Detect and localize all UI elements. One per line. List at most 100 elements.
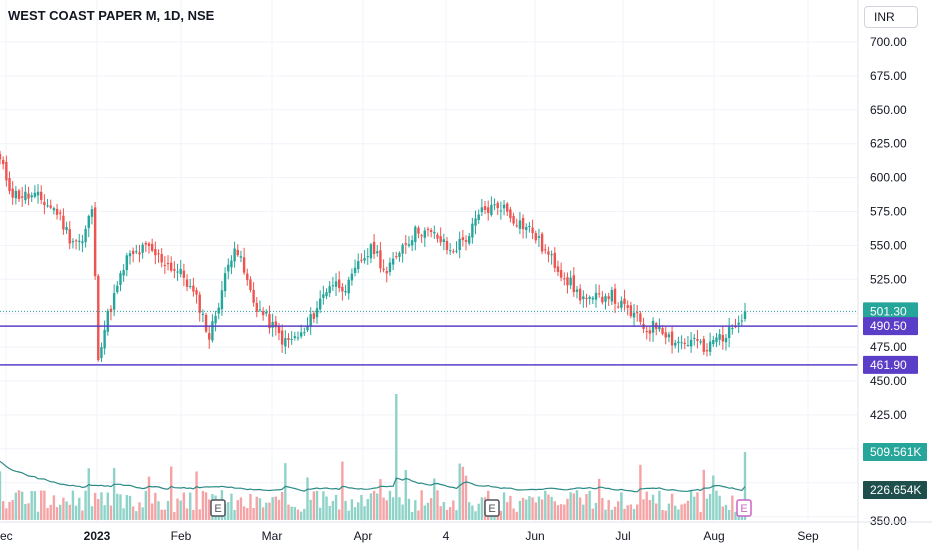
earnings-event-marker[interactable]: E <box>736 499 752 517</box>
candle-body <box>138 252 141 255</box>
candle-body <box>591 297 595 300</box>
candle-body <box>277 326 281 334</box>
candle-body <box>712 340 715 345</box>
candle <box>90 205 94 225</box>
volume-bar <box>284 463 287 520</box>
candle <box>423 227 427 247</box>
candle-body <box>499 210 503 212</box>
candle-body <box>645 331 648 333</box>
candle <box>360 253 363 264</box>
volume-ma-line <box>0 460 746 493</box>
candle-body <box>487 207 490 214</box>
candle <box>284 330 287 355</box>
earnings-event-marker[interactable]: E <box>484 499 500 517</box>
candle <box>100 342 103 363</box>
candle-body <box>112 293 116 310</box>
candle <box>626 300 629 316</box>
volume-bar <box>521 497 525 520</box>
candle <box>493 198 496 211</box>
candle-body <box>331 285 335 287</box>
candle-body <box>347 279 350 294</box>
candle <box>17 188 21 202</box>
price-tick-label: 525.00 <box>870 272 907 286</box>
candle <box>429 227 433 238</box>
candle-body <box>169 262 173 271</box>
candle <box>677 336 680 353</box>
candle <box>81 234 84 253</box>
candle <box>506 202 509 216</box>
candle <box>8 171 11 195</box>
candle <box>290 331 293 345</box>
candle <box>334 273 338 297</box>
candle-body <box>312 313 316 319</box>
volume-bar <box>78 497 81 520</box>
volume-bar <box>572 493 576 520</box>
candle <box>540 232 544 255</box>
volume-bar <box>204 492 208 520</box>
volume-bar <box>376 493 379 520</box>
candle <box>664 327 667 345</box>
currency-button[interactable]: INR <box>864 6 918 28</box>
candle-body <box>268 314 271 329</box>
candle <box>166 255 170 271</box>
candle-body <box>357 261 360 270</box>
volume-bar <box>379 479 382 520</box>
candle <box>471 217 474 244</box>
candle-body <box>594 292 598 300</box>
candle-body <box>680 342 683 344</box>
candle <box>410 235 414 252</box>
volume-bar <box>636 504 639 520</box>
volume-bar <box>315 490 319 520</box>
candle <box>680 335 683 350</box>
candle-body <box>154 249 157 256</box>
candle <box>179 260 182 278</box>
volume-bar <box>325 496 328 520</box>
candle <box>398 251 401 262</box>
candle <box>147 241 151 254</box>
event-marker-label: E <box>214 503 221 515</box>
candle-body <box>379 250 382 269</box>
candle <box>655 321 658 336</box>
candle-body <box>5 161 8 181</box>
volume-bar <box>372 490 376 520</box>
candle-body <box>585 297 588 300</box>
candle-body <box>265 311 268 314</box>
candle <box>150 238 154 253</box>
candle <box>414 225 417 251</box>
candle <box>531 219 534 240</box>
candle-body <box>255 302 258 312</box>
candle <box>198 291 201 322</box>
candle-body <box>62 215 65 230</box>
volume-bar <box>648 499 652 520</box>
time-tick-label: Mar <box>262 529 283 543</box>
candle-body <box>198 294 201 313</box>
candle <box>420 233 423 243</box>
candle <box>93 202 97 280</box>
volume-bar <box>125 495 129 520</box>
volume-bar <box>147 476 151 520</box>
candle <box>483 200 487 215</box>
candle <box>68 221 71 250</box>
volume-bar <box>265 502 268 520</box>
candle <box>65 221 68 234</box>
candle-body <box>40 191 43 200</box>
candle-body <box>474 218 477 226</box>
volume-bar <box>135 511 138 520</box>
volume-bar <box>8 501 11 520</box>
candle-body <box>452 251 455 253</box>
candle <box>737 315 740 334</box>
candle-body <box>689 339 693 347</box>
candle-body <box>407 244 411 246</box>
volume-bar <box>81 510 84 520</box>
candle <box>534 230 537 244</box>
event-marker-box <box>210 499 226 517</box>
volume-bar <box>239 497 243 520</box>
time-tick-label: 2023 <box>84 529 111 543</box>
candle-body <box>534 233 537 241</box>
candle-body <box>293 336 297 339</box>
candle <box>192 277 195 297</box>
earnings-event-marker[interactable]: E <box>210 499 226 517</box>
candle <box>49 199 52 210</box>
volume-bar <box>699 511 702 520</box>
